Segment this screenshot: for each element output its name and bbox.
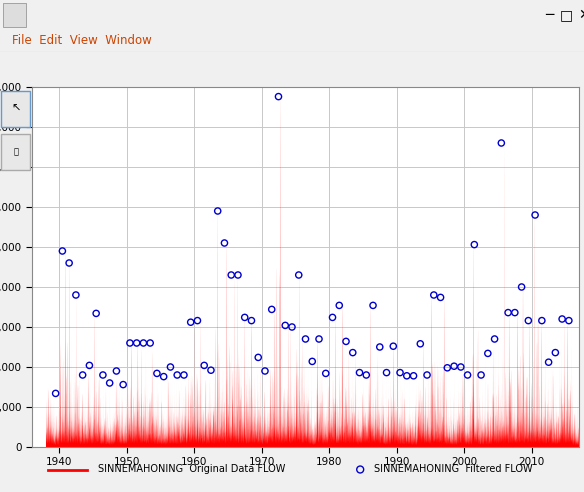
Point <box>274 92 283 100</box>
Point <box>450 362 459 370</box>
Point <box>105 379 114 387</box>
Point <box>260 367 270 375</box>
Point <box>139 339 148 347</box>
Point <box>166 363 175 371</box>
Point <box>356 465 365 473</box>
Point <box>355 369 364 376</box>
Point <box>416 340 425 348</box>
Point <box>280 321 290 329</box>
Point <box>186 318 196 326</box>
Point <box>328 313 337 321</box>
Point <box>422 371 432 379</box>
FancyBboxPatch shape <box>1 134 30 170</box>
Point <box>314 335 324 343</box>
Text: File  Edit  View  Window: File Edit View Window <box>12 34 151 48</box>
Point <box>375 343 384 351</box>
Point <box>240 313 249 321</box>
Point <box>227 271 236 279</box>
Point <box>179 371 189 379</box>
Point <box>395 369 405 376</box>
Point <box>429 291 439 299</box>
Point <box>341 338 350 345</box>
Point <box>206 366 215 374</box>
Text: SINNEMAHONING  Filtered FLOW: SINNEMAHONING Filtered FLOW <box>374 464 533 474</box>
Point <box>503 308 513 316</box>
Point <box>388 342 398 350</box>
Point <box>267 306 276 313</box>
Point <box>537 317 547 325</box>
Point <box>308 358 317 366</box>
Point <box>145 339 155 347</box>
Text: ↖: ↖ <box>11 104 20 114</box>
Point <box>112 367 121 375</box>
Point <box>409 372 418 380</box>
Point <box>301 335 310 343</box>
Point <box>152 369 162 377</box>
Point <box>530 211 540 219</box>
Point <box>220 239 229 247</box>
Point <box>294 271 304 279</box>
Point <box>200 362 209 369</box>
Point <box>335 302 344 309</box>
Point <box>78 371 88 379</box>
Point <box>321 369 331 377</box>
Point <box>564 317 573 325</box>
Text: SINNEMAHONING  Original Data FLOW: SINNEMAHONING Original Data FLOW <box>98 464 285 474</box>
Point <box>193 317 202 325</box>
Point <box>361 371 371 379</box>
Point <box>119 381 128 389</box>
FancyBboxPatch shape <box>3 3 26 27</box>
Point <box>483 349 492 357</box>
Point <box>477 371 486 379</box>
Point <box>172 371 182 379</box>
Point <box>463 371 472 379</box>
Point <box>443 364 452 372</box>
Point <box>496 139 506 147</box>
Point <box>544 358 553 366</box>
Point <box>213 207 223 215</box>
Point <box>58 247 67 255</box>
Point <box>369 302 378 309</box>
Point <box>517 283 526 291</box>
FancyBboxPatch shape <box>1 91 30 126</box>
Point <box>470 241 479 248</box>
Point <box>233 271 242 279</box>
Point <box>524 317 533 325</box>
Point <box>456 363 465 371</box>
Point <box>490 335 499 343</box>
Text: ─: ─ <box>545 8 553 22</box>
Point <box>247 317 256 325</box>
Point <box>92 309 101 317</box>
Point <box>287 323 297 331</box>
Point <box>348 349 357 357</box>
Point <box>159 372 168 380</box>
Point <box>436 293 445 301</box>
Text: ✕: ✕ <box>578 8 584 22</box>
Point <box>558 315 567 323</box>
Point <box>551 349 560 357</box>
Point <box>402 372 412 380</box>
Text: □: □ <box>560 8 573 22</box>
Point <box>132 339 141 347</box>
Text: 🔍: 🔍 <box>13 147 19 156</box>
Point <box>51 390 60 398</box>
Point <box>85 362 94 369</box>
Point <box>253 353 263 361</box>
Point <box>71 291 81 299</box>
Point <box>98 371 107 379</box>
Point <box>382 369 391 376</box>
Point <box>64 259 74 267</box>
Point <box>510 308 520 316</box>
Point <box>125 339 134 347</box>
